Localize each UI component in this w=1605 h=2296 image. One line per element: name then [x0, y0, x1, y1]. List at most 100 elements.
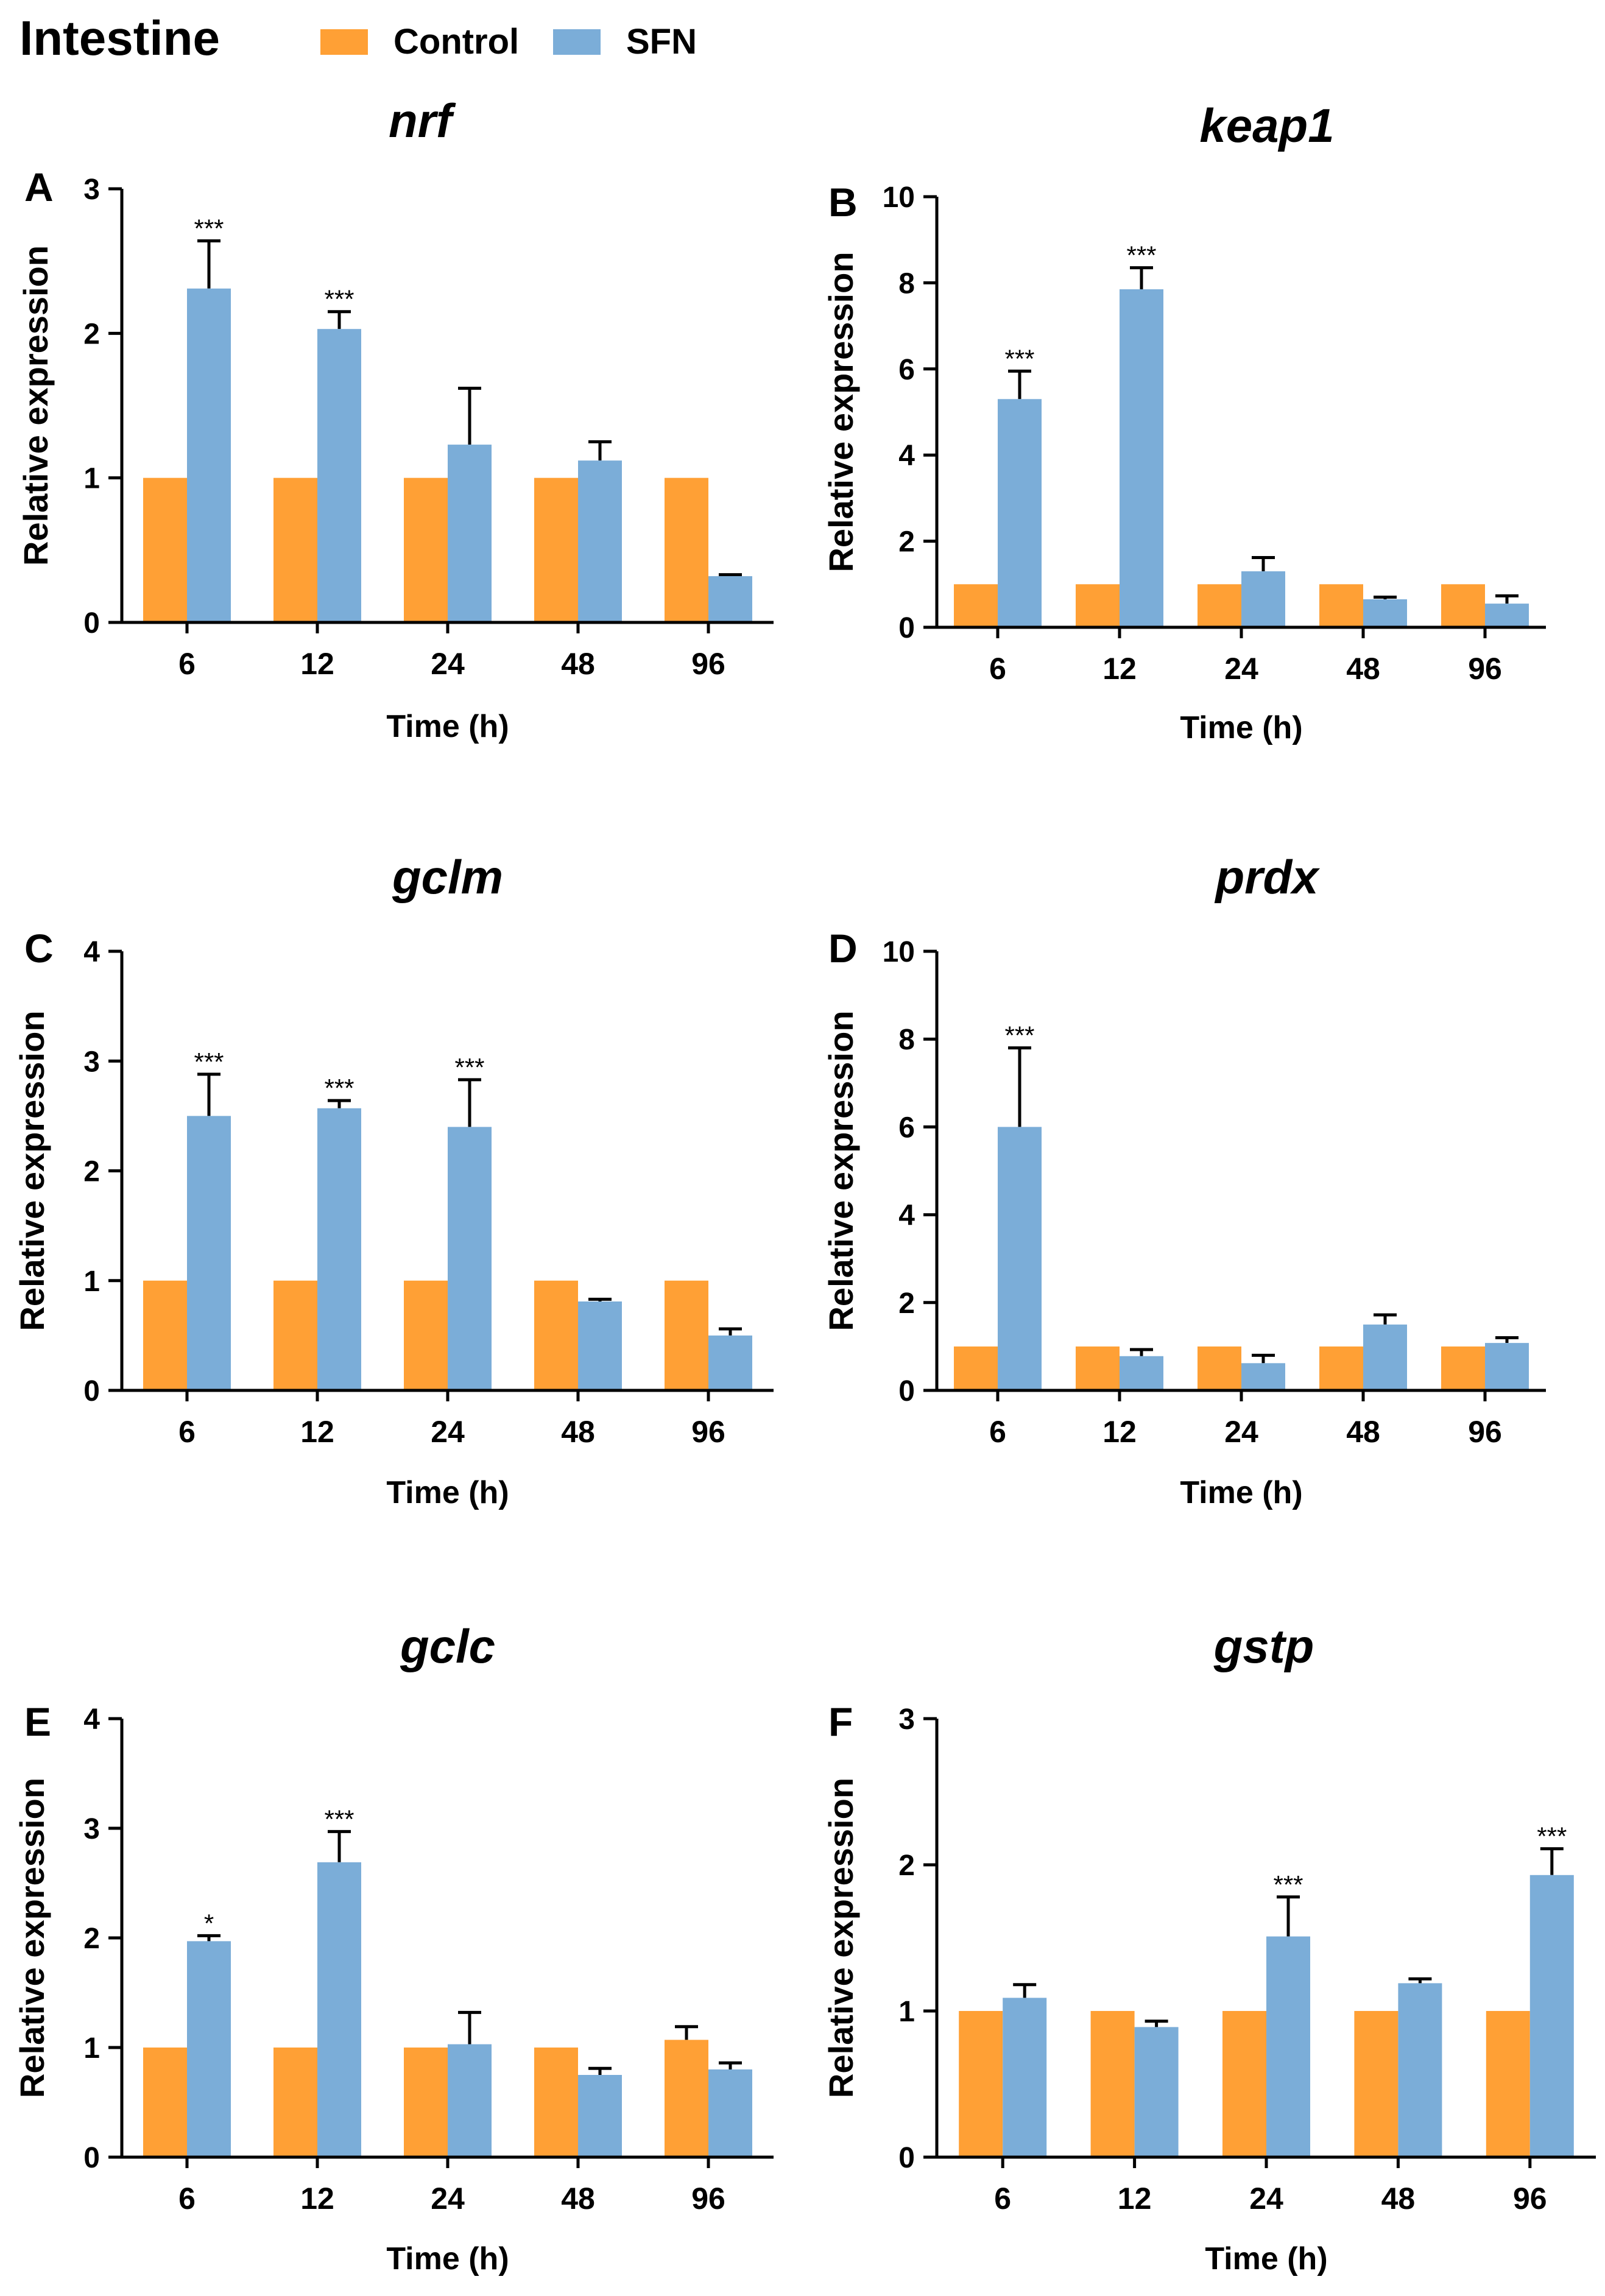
x-tick-label: 96 [1513, 2182, 1547, 2216]
significance-label: *** [1004, 344, 1034, 373]
bar-control-6 [143, 2048, 187, 2157]
bar-sfn-24 [448, 1127, 492, 1390]
bar-control-12 [1076, 1346, 1120, 1390]
y-tick-label: 2 [83, 1923, 100, 1955]
x-axis-label: Time (h) [1205, 2241, 1327, 2277]
bar-control-12 [1076, 584, 1120, 627]
y-axis-label: Relative expression [13, 1778, 51, 2098]
x-tick-label: 96 [691, 647, 725, 681]
bar-control-24 [404, 2048, 448, 2157]
bar-sfn-12 [317, 329, 361, 622]
y-tick-label: 10 [883, 181, 915, 214]
x-axis-label: Time (h) [386, 1475, 509, 1510]
y-tick-label: 3 [83, 174, 100, 206]
panel-title: gclc [400, 1619, 495, 1673]
panel-title: gstp [1213, 1619, 1314, 1673]
y-axis-label: Relative expression [822, 1010, 860, 1331]
bar-sfn-24 [1266, 1936, 1310, 2157]
legend: Control SFN [320, 22, 697, 62]
panel-letter: F [828, 1699, 853, 1744]
bar-control-24 [404, 1280, 448, 1390]
x-tick-label: 12 [1102, 1415, 1137, 1449]
y-tick-label: 2 [898, 526, 915, 558]
significance-label: *** [194, 1048, 224, 1076]
x-tick-label: 12 [1118, 2182, 1152, 2216]
y-tick-label: 4 [898, 440, 915, 472]
y-axis-label: Relative expression [16, 245, 55, 566]
x-tick-label: 24 [1249, 2182, 1283, 2216]
bar-sfn-24 [448, 445, 492, 622]
bar-sfn-6 [187, 1116, 231, 1390]
y-tick-label: 3 [898, 1703, 915, 1736]
bar-control-6 [959, 2011, 1003, 2157]
bar-sfn-24 [1241, 571, 1285, 627]
bar-control-96 [665, 477, 708, 622]
y-tick-label: 2 [898, 1850, 915, 1882]
y-axis-label: Relative expression [822, 252, 860, 572]
y-tick-label: 0 [83, 2142, 100, 2174]
bar-sfn-96 [1485, 1343, 1529, 1390]
y-tick-label: 3 [83, 1813, 100, 1845]
bar-sfn-6 [998, 399, 1042, 627]
significance-label: *** [1537, 1822, 1567, 1851]
x-tick-label: 48 [1381, 2182, 1416, 2216]
bar-sfn-6 [187, 288, 231, 622]
x-tick-label: 48 [1346, 1415, 1380, 1449]
x-tick-label: 12 [300, 1415, 334, 1449]
x-tick-label: 12 [300, 647, 334, 681]
legend-label-sfn: SFN [626, 22, 697, 62]
y-tick-label: 0 [83, 607, 100, 639]
significance-label: *** [1273, 1870, 1303, 1899]
bar-sfn-12 [1120, 289, 1163, 627]
y-tick-label: 8 [898, 267, 915, 300]
bar-control-6 [954, 584, 998, 627]
bar-sfn-96 [1529, 1875, 1574, 2157]
bar-control-6 [143, 1280, 187, 1390]
bar-sfn-6 [1003, 1998, 1047, 2157]
significance-label: *** [194, 214, 224, 242]
x-tick-label: 96 [691, 2182, 725, 2216]
bar-sfn-96 [708, 1335, 752, 1390]
chart-panel-c: gclm C Relative expression Time (h) *** 6 *** 1… [13, 850, 774, 1510]
x-tick-label: 48 [561, 1415, 595, 1449]
x-tick-label: 6 [178, 2182, 196, 2216]
y-tick-label: 1 [898, 1996, 915, 2028]
x-tick-label: 48 [561, 2182, 595, 2216]
x-tick-label: 6 [178, 1415, 196, 1449]
x-tick-label: 6 [989, 1415, 1006, 1449]
x-tick-label: 96 [1468, 652, 1502, 686]
y-tick-label: 0 [898, 2142, 915, 2174]
y-tick-label: 2 [83, 318, 100, 350]
panel-title: keap1 [1199, 99, 1334, 152]
y-tick-label: 10 [883, 936, 915, 968]
x-tick-label: 96 [691, 1415, 725, 1449]
bar-sfn-48 [1363, 1324, 1407, 1390]
x-tick-label: 24 [1224, 1415, 1258, 1449]
panel-letter: C [24, 926, 54, 971]
bar-sfn-12 [1120, 1356, 1163, 1390]
bar-sfn-12 [1134, 2027, 1179, 2157]
bar-sfn-48 [1398, 1983, 1442, 2157]
bar-control-12 [273, 1280, 317, 1390]
bar-control-96 [1441, 1346, 1485, 1390]
bar-sfn-6 [998, 1127, 1042, 1390]
y-tick-label: 0 [898, 1375, 915, 1407]
panel-letter: E [24, 1699, 51, 1744]
significance-label: *** [324, 285, 354, 314]
bar-control-48 [534, 2048, 578, 2157]
x-tick-label: 24 [1224, 652, 1258, 686]
bar-control-96 [1441, 584, 1485, 627]
bar-sfn-24 [1241, 1363, 1285, 1390]
bar-sfn-48 [578, 460, 622, 622]
bar-control-24 [404, 477, 448, 622]
bar-sfn-96 [708, 576, 752, 622]
bar-sfn-48 [1363, 599, 1407, 627]
bar-control-24 [1198, 584, 1241, 627]
bar-sfn-12 [317, 1108, 361, 1390]
y-tick-label: 4 [898, 1200, 915, 1232]
bar-sfn-48 [578, 1301, 622, 1390]
panel-letter: D [828, 926, 858, 971]
bar-control-96 [1486, 2011, 1530, 2157]
